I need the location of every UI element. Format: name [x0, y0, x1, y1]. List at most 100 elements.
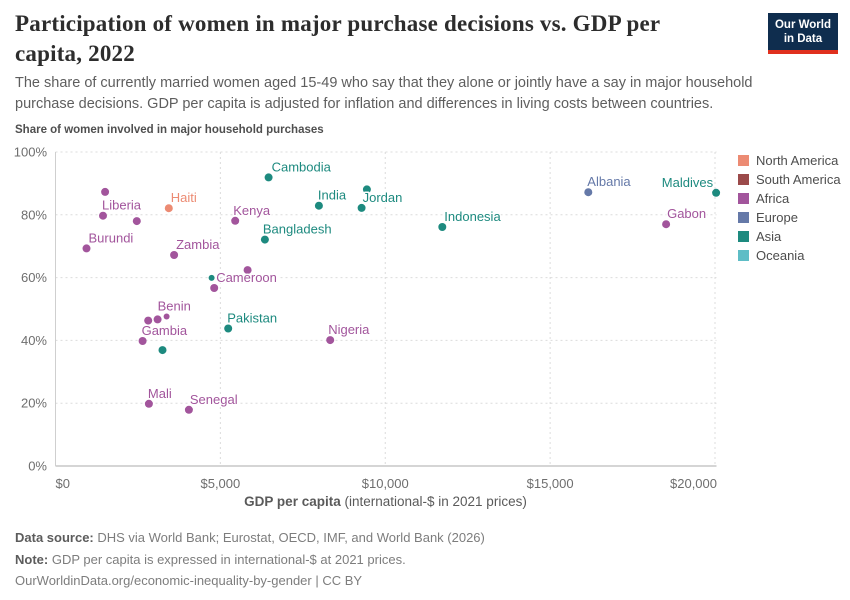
page-title-line2: capita, 2022 [15, 41, 135, 66]
data-point-label-cambodia: Cambodia [272, 159, 332, 174]
x-tick-label-20000: $20,000 [670, 476, 717, 491]
data-point-label-india: India [318, 188, 347, 203]
owid-logo-line1: Our World [774, 19, 831, 31]
footer-note-label: Note: [15, 551, 49, 567]
data-point-labels: Burundi Liberia Haiti Zambia Kenya Cambodia Ba… [87, 158, 715, 408]
y-tick-label-40: 40% [21, 333, 47, 348]
footer-source-line: Data source: DHS via World Bank; Eurosta… [15, 527, 485, 549]
legend-swatch-south-america [738, 174, 749, 185]
data-point-maldives[interactable] [712, 188, 721, 197]
data-point-unlabeled[interactable] [362, 185, 371, 194]
data-point-cameroon[interactable] [210, 284, 219, 292]
data-point-senegal[interactable] [184, 405, 193, 414]
data-point-zambia[interactable] [170, 251, 179, 259]
x-tick-label-5000: $5,000 [200, 476, 240, 491]
x-axis: $0 $5,000 $10,000 $15,000 $20,000 [56, 152, 717, 491]
data-point-unlabeled[interactable] [208, 274, 215, 281]
data-point-unlabeled[interactable] [153, 315, 162, 324]
data-point-label-burundi: Burundi [89, 230, 134, 245]
data-point-label-gambia: Gambia [142, 323, 188, 338]
legend-swatch-asia [738, 231, 749, 242]
page-title-line1: Participation of women in major purchase… [15, 11, 661, 36]
data-point-cambodia[interactable] [264, 173, 273, 182]
data-point-india[interactable] [314, 201, 323, 210]
legend-swatch-north-america [738, 155, 749, 166]
data-point-label-zambia: Zambia [176, 237, 220, 252]
data-point-albania[interactable] [584, 188, 593, 197]
y-tick-label-100: 100% [14, 145, 48, 160]
footer-source-text: DHS via World Bank; Eurostat, OECD, IMF,… [93, 530, 485, 545]
owid-logo-line2: in Data [783, 33, 823, 45]
y-tick-label-0: 0% [28, 459, 47, 474]
data-point-jordan[interactable] [357, 203, 366, 212]
y-axis: 0% 20% 40% 60% 80% 100% [14, 145, 717, 474]
data-point-nigeria[interactable] [326, 336, 335, 345]
y-tick-label-60: 60% [21, 270, 47, 285]
data-point-label-senegal: Senegal [190, 392, 238, 407]
data-point-unlabeled[interactable] [158, 346, 167, 355]
data-point-mali[interactable] [144, 399, 153, 408]
legend-item-asia[interactable]: Asia [738, 227, 841, 246]
legend: North America South America Africa Europe As… [738, 151, 841, 265]
footer-license-line: OurWorldinData.org/economic-inequality-b… [15, 570, 485, 592]
data-point-label-maldives: Maldives [662, 175, 714, 190]
y-tick-label-20: 20% [21, 396, 47, 411]
data-point-gabon[interactable] [662, 220, 671, 229]
footer: Data source: DHS via World Bank; Eurosta… [15, 527, 485, 592]
data-point-label-kenya: Kenya [233, 203, 271, 218]
chart-subtitle-line1: The share of currently married women age… [15, 75, 753, 91]
legend-label-north-america: North America [756, 153, 839, 168]
data-point-bangladesh[interactable] [260, 235, 269, 244]
data-point-label-gabon: Gabon [667, 206, 706, 221]
chart-subtitle: The share of currently married women age… [15, 73, 805, 115]
data-point-liberia[interactable] [99, 211, 107, 220]
data-points [82, 173, 721, 414]
x-tick-label-0: $0 [56, 476, 70, 491]
data-point-label-bangladesh: Bangladesh [263, 222, 332, 237]
x-axis-title-main: GDP per capita [244, 494, 341, 509]
data-point-unlabeled[interactable] [101, 187, 110, 196]
footer-source-label: Data source: [15, 530, 94, 545]
x-axis-title-note: (international-$ in 2021 prices) [340, 494, 527, 509]
data-point-haiti[interactable] [164, 204, 173, 213]
footer-note-line: Note: GDP per capita is expressed in int… [15, 549, 485, 571]
legend-item-oceania[interactable]: Oceania [738, 246, 841, 265]
legend-item-africa[interactable]: Africa [738, 189, 841, 208]
data-point-label-cameroon: Cameroon [216, 270, 277, 285]
data-point-pakistan[interactable] [224, 324, 233, 333]
legend-label-africa: Africa [756, 191, 790, 206]
footer-link[interactable]: OurWorldinData.org/economic-inequality-b… [15, 573, 312, 588]
data-point-unlabeled[interactable] [144, 316, 153, 325]
legend-label-asia: Asia [756, 229, 782, 244]
data-point-burundi[interactable] [82, 244, 91, 253]
data-point-label-pakistan: Pakistan [227, 311, 277, 326]
owid-logo[interactable]: Our World in Data [767, 13, 838, 54]
page-title: Participation of women in major purchase… [15, 9, 715, 69]
x-tick-label-15000: $15,000 [527, 476, 574, 491]
x-tick-label-10000: $10,000 [362, 476, 409, 491]
data-point-label-liberia: Liberia [102, 198, 142, 213]
scatter-plot: 0% 20% 40% 60% 80% 100% $0 $5,000 $10,000 $15,000… [14, 145, 721, 491]
data-point-label-mali: Mali [148, 386, 172, 401]
data-point-label-indonesia: Indonesia [444, 209, 501, 224]
data-point-benin[interactable] [163, 313, 170, 320]
data-point-gambia[interactable] [138, 337, 147, 345]
legend-item-europe[interactable]: Europe [738, 208, 841, 227]
data-point-label-jordan: Jordan [363, 190, 403, 205]
data-point-label-albania: Albania [587, 174, 631, 189]
legend-label-europe: Europe [756, 210, 798, 225]
footer-note-text: GDP per capita is expressed in internati… [48, 551, 406, 567]
data-point-label-nigeria: Nigeria [328, 322, 370, 337]
legend-swatch-africa [738, 193, 749, 204]
data-point-unlabeled[interactable] [243, 266, 252, 275]
legend-item-north-america[interactable]: North America [738, 151, 841, 170]
legend-item-south-america[interactable]: South America [738, 170, 841, 189]
data-point-unlabeled[interactable] [132, 217, 141, 226]
data-point-indonesia[interactable] [438, 223, 447, 231]
chart-subtitle-line2: purchase decisions. GDP per capita is ad… [15, 96, 714, 112]
x-axis-title: GDP per capita (international-$ in 2021 … [55, 494, 716, 509]
legend-swatch-oceania [738, 250, 749, 261]
data-point-label-haiti: Haiti [171, 190, 197, 205]
data-point-kenya[interactable] [231, 216, 240, 225]
